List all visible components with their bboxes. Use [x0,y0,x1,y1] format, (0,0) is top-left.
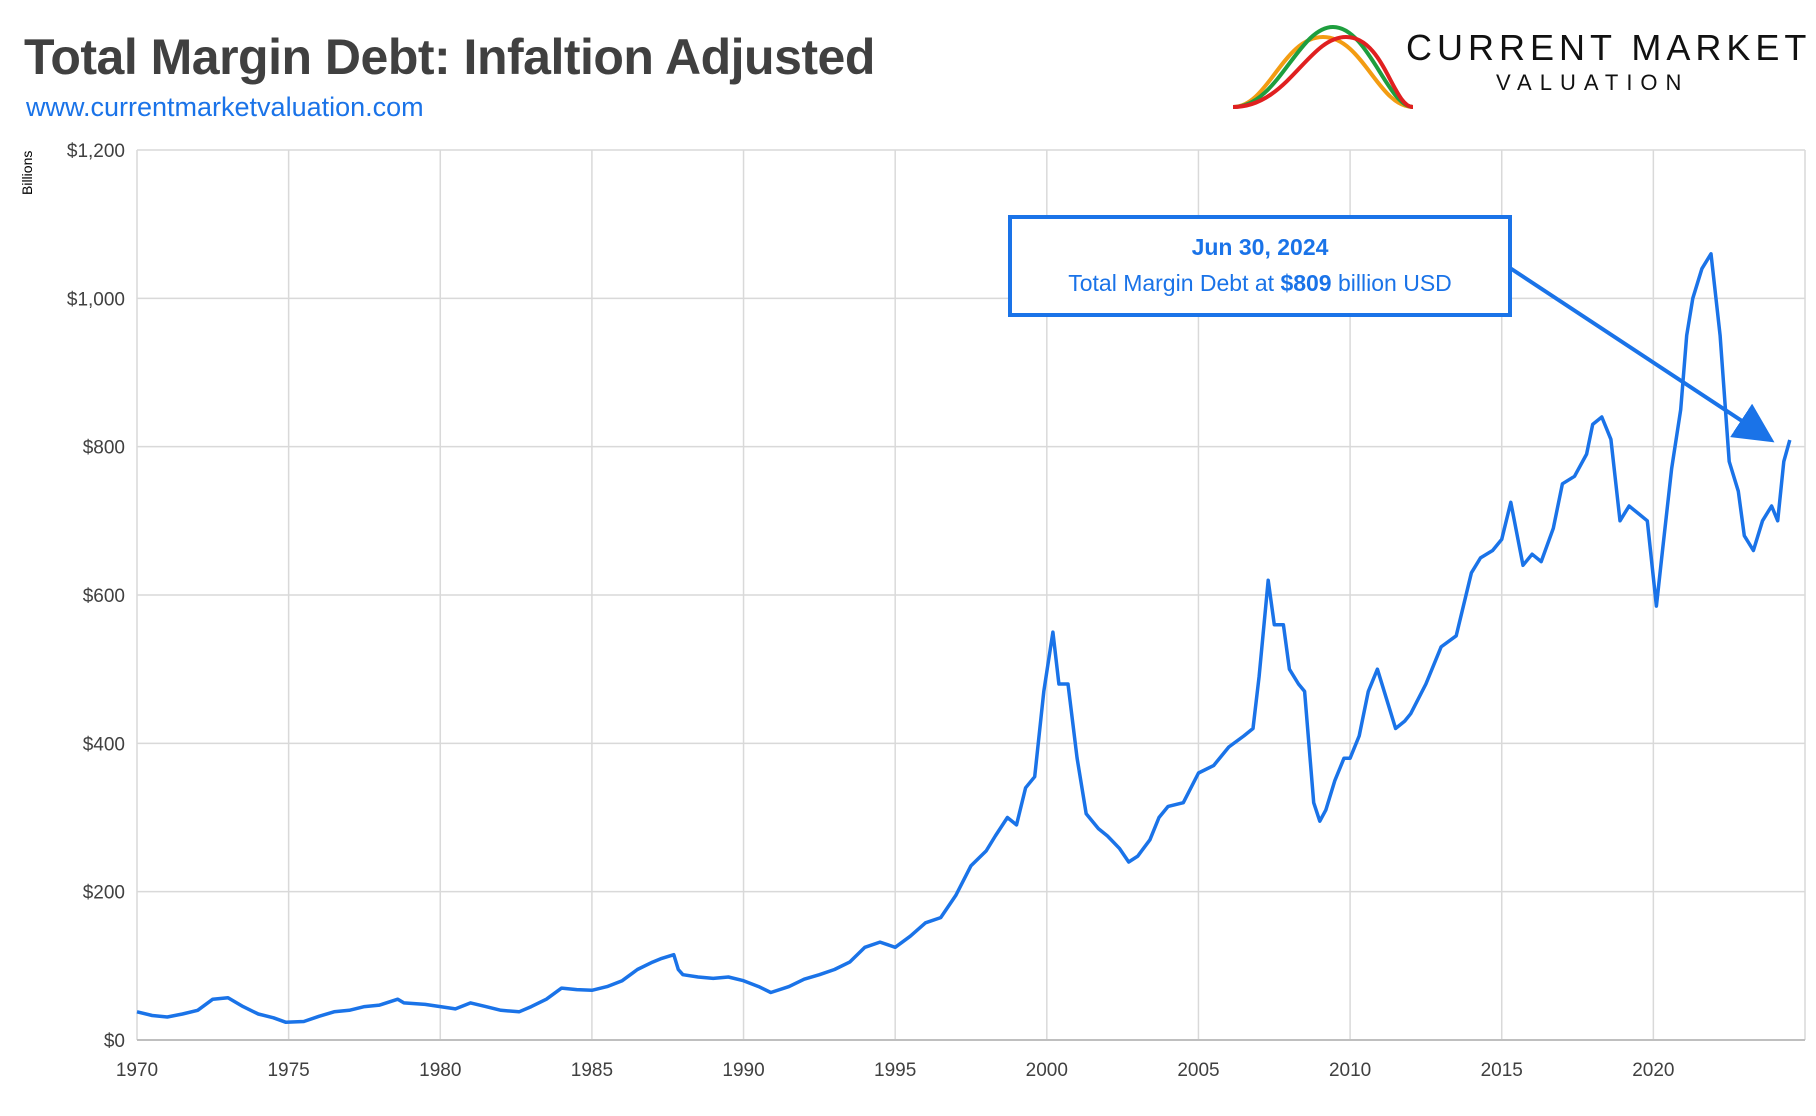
x-tick-label: 2010 [1329,1060,1371,1081]
logo-curve-red [1232,34,1414,109]
annotation-prefix: Total Margin Debt at [1068,270,1280,296]
y-axis-label: Billions [19,151,35,195]
website-link[interactable]: www.currentmarketvaluation.com [26,92,424,122]
y-tick-label: $600 [83,586,125,607]
logo: CURRENT MARKET VALUATION [1232,24,1808,109]
y-tick-label: $0 [104,1031,125,1052]
annotation: Jun 30, 2024 Total Margin Debt at $809 b… [1008,215,1775,443]
x-tick-label: 1995 [874,1060,916,1081]
x-tick-label: 1990 [722,1060,764,1081]
x-tick-label: 1985 [571,1060,613,1081]
x-tick-label: 2020 [1632,1060,1674,1081]
annotation-date: Jun 30, 2024 [1192,234,1329,260]
logo-curve-orange [1232,34,1414,109]
annotation-arrow [1508,266,1775,443]
y-tick-label: $1,000 [67,289,125,310]
x-tick-label: 1980 [419,1060,461,1081]
y-tick-label: $200 [83,883,125,904]
y-tick-label: $1,200 [67,141,125,162]
annotation-box [1008,215,1512,317]
page-title: Total Margin Debt: Infaltion Adjusted [24,29,875,85]
logo-line2: VALUATION [1496,70,1689,95]
x-tick-label: 2015 [1481,1060,1523,1081]
annotation-value: $809 [1280,270,1331,296]
series-group [136,252,1792,1024]
axes: $0 $200 $400 $600 $800 $1,000 $1,200 1970 1975 19… [67,141,1805,1081]
x-tick-label: 2005 [1177,1060,1219,1081]
x-tick-label: 1975 [267,1060,309,1081]
y-tick-label: $400 [83,734,125,755]
grid [136,149,1806,1041]
series-line-margin-debt [136,252,1792,1024]
annotation-text: Total Margin Debt at $809 billion USD [1068,270,1452,296]
y-tick-label: $800 [83,438,125,459]
x-tick-label: 1970 [116,1060,158,1081]
logo-line1: CURRENT MARKET [1406,27,1808,68]
x-tick-label: 2000 [1026,1060,1068,1081]
annotation-suffix: billion USD [1332,270,1452,296]
logo-curve-green [1232,24,1414,109]
